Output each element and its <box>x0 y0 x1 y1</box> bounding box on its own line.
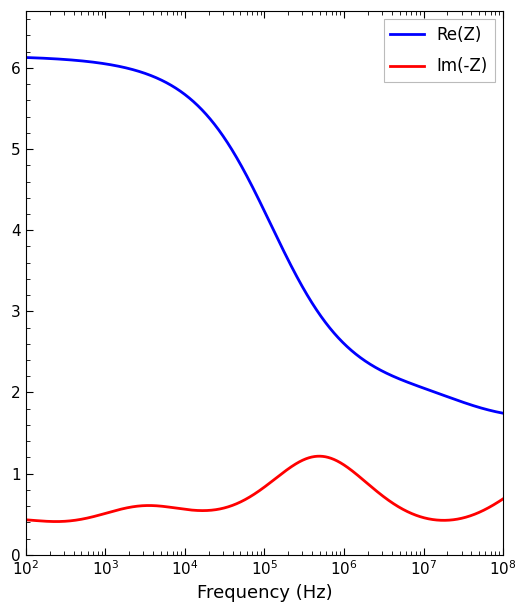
Im(-Z) <box>23 516 29 524</box>
Line: Re(Z): Re(Z) <box>26 58 503 413</box>
Im(-Z) <box>316 452 323 460</box>
Im(-Z) <box>206 507 212 514</box>
Re(Z) <box>491 408 497 415</box>
Im(-Z) <box>106 509 112 516</box>
Im(-Z) <box>77 516 83 523</box>
Im(-Z) <box>491 501 497 508</box>
X-axis label: Frequency (Hz): Frequency (Hz) <box>196 584 332 602</box>
Im(-Z) <box>227 503 233 510</box>
Re(Z) <box>23 54 29 61</box>
Re(Z) <box>227 142 233 150</box>
Im(-Z) <box>439 517 446 524</box>
Re(Z) <box>77 57 83 64</box>
Re(Z) <box>500 409 506 417</box>
Im(-Z) <box>500 495 506 503</box>
Im(-Z) <box>53 518 59 525</box>
Re(Z) <box>439 391 446 398</box>
Line: Im(-Z): Im(-Z) <box>26 456 503 522</box>
Re(Z) <box>205 113 212 121</box>
Legend: Re(Z), Im(-Z): Re(Z), Im(-Z) <box>383 20 495 82</box>
Re(Z) <box>105 61 111 68</box>
